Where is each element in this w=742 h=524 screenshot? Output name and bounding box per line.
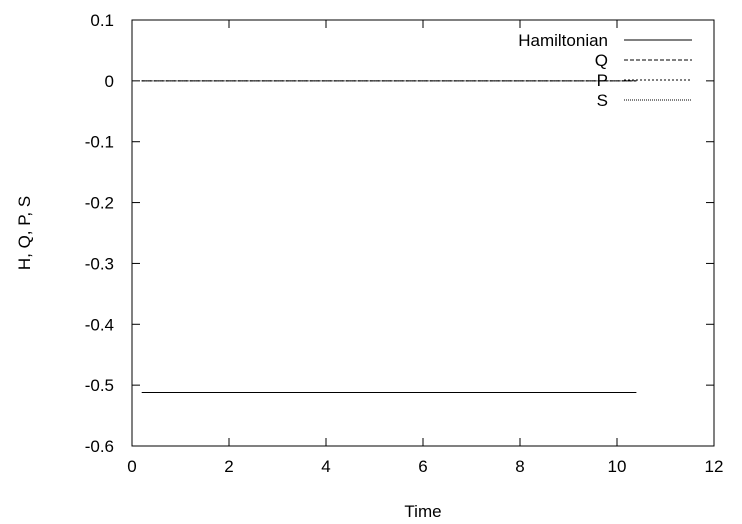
x-tick-label: 10 [608, 457, 627, 476]
ticks [131, 19, 715, 447]
series-group [141, 80, 637, 393]
legend-label-s: S [597, 91, 608, 110]
x-tick-label: 2 [224, 457, 233, 476]
y-tick-label: -0.6 [85, 437, 114, 456]
y-tick-label: -0.4 [85, 315, 114, 334]
y-tick-label: 0 [105, 72, 114, 91]
y-tick-label: -0.5 [85, 376, 114, 395]
x-axis-title: Time [404, 502, 441, 521]
legend-label-p: P [597, 71, 608, 90]
x-tick-label: 0 [127, 457, 136, 476]
y-tick-label: -0.2 [85, 194, 114, 213]
legend-label-hamiltonian: Hamiltonian [518, 31, 608, 50]
x-tick-label: 8 [515, 457, 524, 476]
y-tick-label: 0.1 [90, 11, 114, 30]
y-tick-label: -0.3 [85, 254, 114, 273]
tick-labels: 0 2 4 6 8 10 12 0.1 0 -0.1 -0.2 -0.3 -0.4 -0.5 -0.6 [85, 11, 724, 476]
x-tick-label: 4 [321, 457, 330, 476]
y-tick-label: -0.1 [85, 133, 114, 152]
y-axis-title: H, Q, P, S [15, 196, 34, 270]
plot-frame [131, 19, 715, 447]
x-tick-label: 12 [705, 457, 724, 476]
x-tick-label: 6 [418, 457, 427, 476]
legend-label-q: Q [595, 51, 608, 70]
